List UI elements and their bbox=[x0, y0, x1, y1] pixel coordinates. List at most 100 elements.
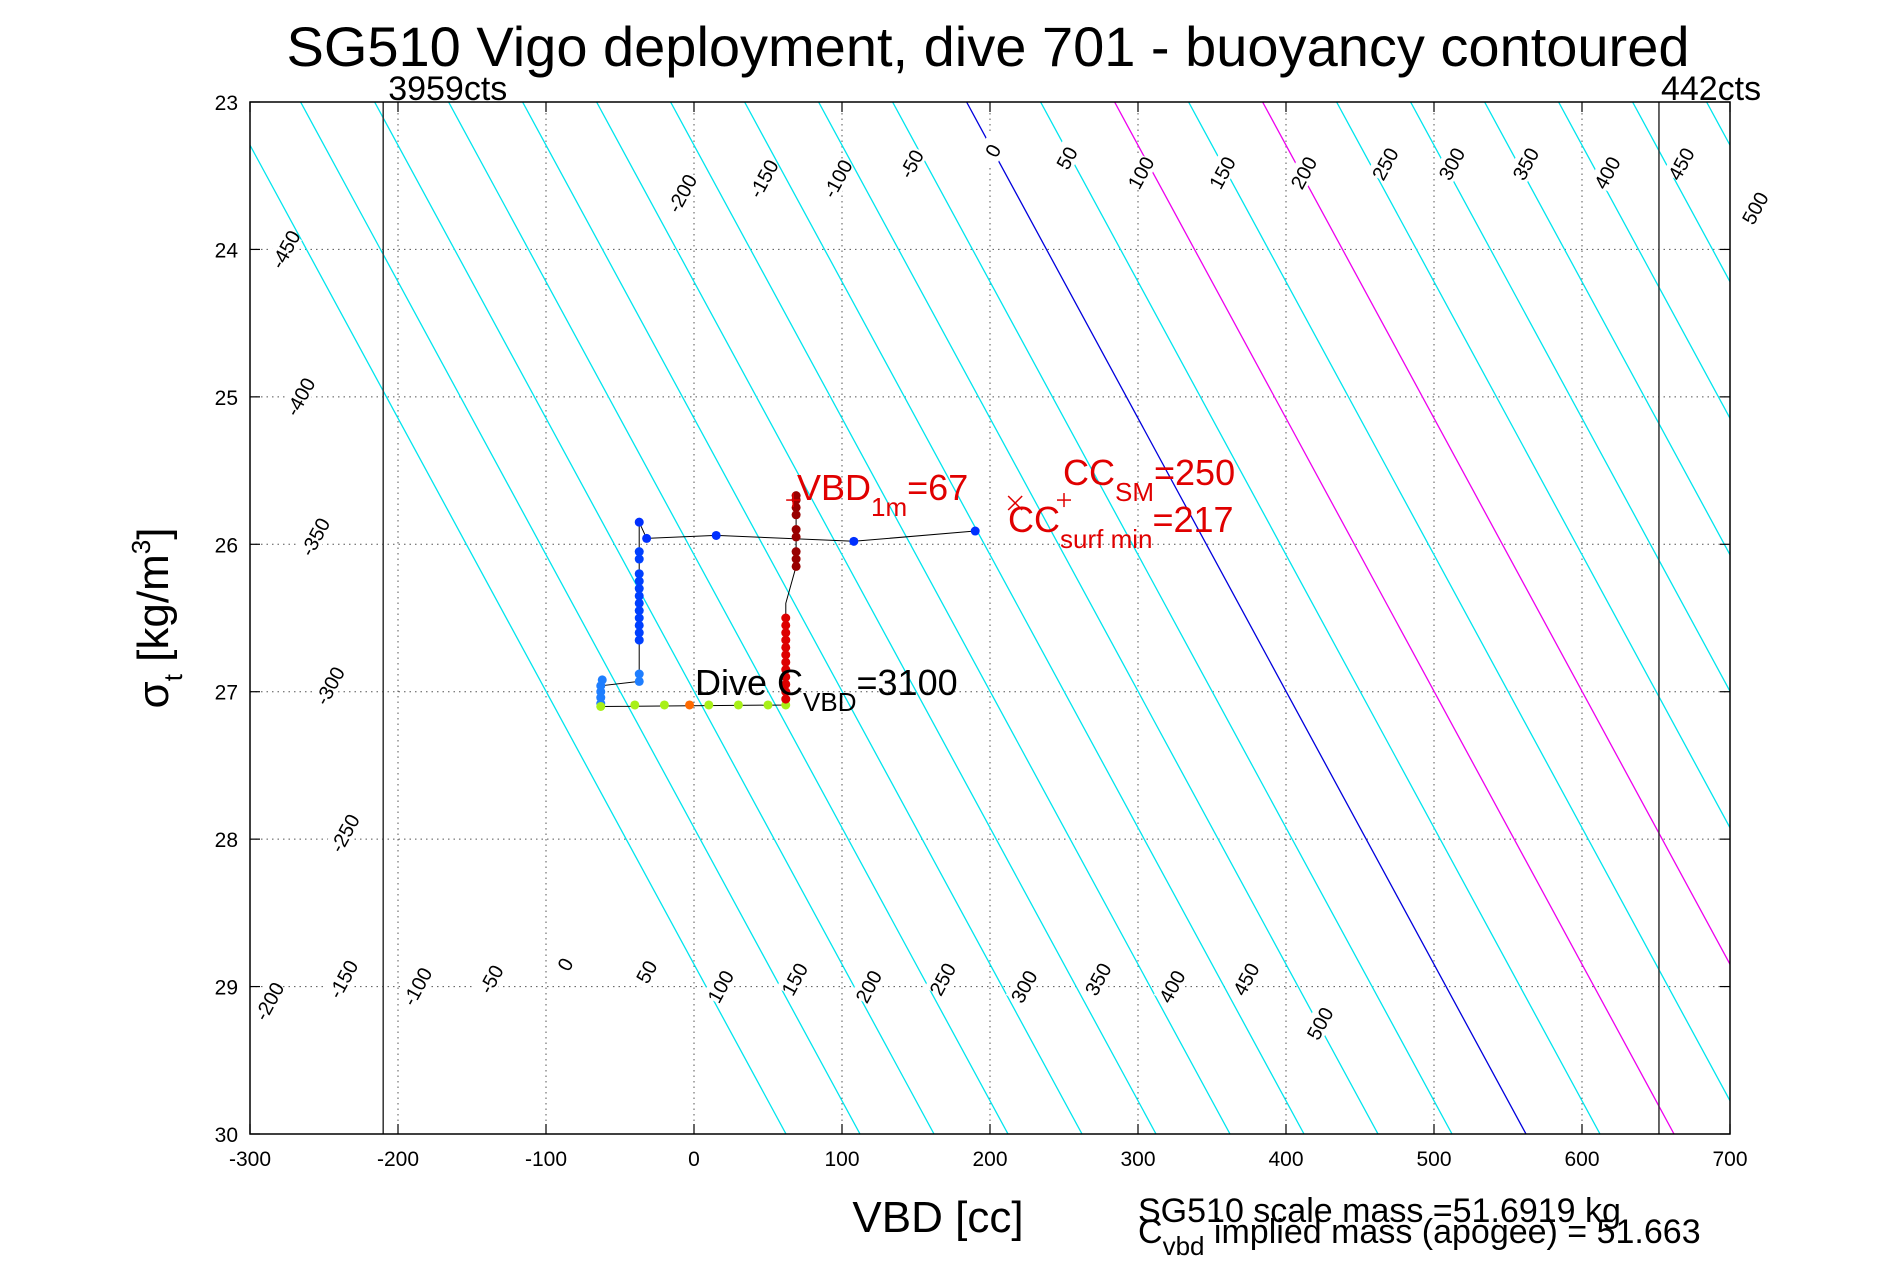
contour-line bbox=[300, 102, 861, 1134]
contour-labels: -450-400-350-300-250-200 -150 -100 -50 0 50 10… bbox=[251, 130, 1774, 1044]
x-tick-label: 200 bbox=[972, 1148, 1007, 1171]
contour-line bbox=[374, 102, 935, 1134]
annotation-cc-surf-min: CCsurf min=217 bbox=[1008, 499, 1234, 554]
annotation-cc-sm: CCSM=250 bbox=[1063, 452, 1235, 507]
contour-label-top-bg bbox=[1588, 152, 1624, 192]
contour-label-bottom-bg bbox=[1227, 959, 1263, 999]
contour-label-top-bg bbox=[1662, 144, 1698, 183]
y-axis-label: σt [kg/m3] bbox=[126, 528, 188, 709]
contour-label-top-bg bbox=[326, 813, 362, 853]
y-tick-label: 27 bbox=[215, 682, 238, 705]
dive-point bbox=[781, 679, 791, 689]
contour-line bbox=[1262, 102, 1730, 966]
dive-point bbox=[781, 657, 791, 667]
contour-line bbox=[892, 102, 1453, 1134]
grid-lines bbox=[250, 102, 1730, 1134]
dive-point bbox=[634, 576, 644, 586]
dive-point bbox=[781, 694, 791, 704]
dive-point bbox=[781, 672, 791, 682]
contour-label-top-bg bbox=[296, 517, 332, 556]
dive-point bbox=[634, 620, 644, 630]
contour-line bbox=[1484, 102, 1730, 557]
contour-label-top-bg bbox=[819, 158, 854, 198]
contour-label-bottom-bg bbox=[473, 959, 508, 999]
contour-line bbox=[744, 102, 1305, 1134]
contour-label-bottom-bg bbox=[850, 966, 886, 1006]
dive-point bbox=[781, 665, 791, 675]
contour-line bbox=[818, 102, 1379, 1134]
dive-point bbox=[704, 700, 714, 710]
contour-label-bottom-bg bbox=[628, 952, 664, 991]
contour-label-top-bg bbox=[974, 130, 1010, 170]
contour-label-top-bg bbox=[1122, 152, 1158, 192]
contour-line bbox=[966, 102, 1527, 1134]
x-tick-label: 0 bbox=[688, 1148, 700, 1171]
y-tick-label: 24 bbox=[215, 239, 239, 262]
contour-line bbox=[1336, 102, 1730, 830]
contour-line bbox=[1114, 102, 1675, 1134]
contour-label-top-bg bbox=[745, 158, 780, 198]
dive-point bbox=[634, 598, 644, 608]
y-tick-label: 23 bbox=[215, 92, 238, 115]
dive-point bbox=[634, 606, 644, 616]
dive-point bbox=[634, 547, 644, 557]
y-tick-label: 30 bbox=[215, 1124, 238, 1147]
implied-mass-text: Cvbd implied mass (apogee) = 51.663 bbox=[1138, 1213, 1701, 1261]
reference-markers bbox=[786, 493, 1071, 511]
x-tick-label: 300 bbox=[1120, 1148, 1155, 1171]
dive-point bbox=[634, 628, 644, 638]
contour-label-top-bg bbox=[1433, 144, 1469, 183]
contour-label-top-bg bbox=[893, 144, 928, 183]
dive-point bbox=[781, 613, 791, 623]
y-tick-label: 25 bbox=[215, 387, 238, 410]
dive-point bbox=[634, 517, 644, 527]
dive-point bbox=[634, 613, 644, 623]
dive-point bbox=[781, 628, 791, 638]
dive-point bbox=[733, 700, 743, 710]
x-tick-label: 600 bbox=[1564, 1148, 1599, 1171]
dive-point bbox=[634, 676, 644, 686]
dive-point bbox=[781, 620, 791, 630]
dive-point bbox=[791, 561, 801, 571]
dive-point bbox=[791, 547, 801, 557]
dive-point bbox=[781, 650, 791, 660]
contour-label-bottom-bg bbox=[399, 966, 434, 1006]
contour-line bbox=[522, 102, 1083, 1134]
y-tick-label: 26 bbox=[215, 534, 238, 557]
dive-point bbox=[634, 554, 644, 564]
dive-point bbox=[634, 635, 644, 645]
dive-point bbox=[781, 642, 791, 652]
dive-point bbox=[791, 525, 801, 535]
contour-label-bottom-bg bbox=[924, 959, 960, 999]
contour-label-top-bg bbox=[267, 229, 302, 269]
dive-point bbox=[791, 510, 801, 520]
contour-line bbox=[448, 102, 1009, 1134]
contour-line bbox=[1632, 102, 1730, 284]
contour-line bbox=[1410, 102, 1730, 693]
contour-label-top-bg bbox=[1204, 152, 1239, 192]
annotation-vbd-1m: VBD1m=67 bbox=[797, 467, 968, 522]
y-tick-label: 28 bbox=[215, 829, 238, 852]
contour-label-bottom-bg bbox=[776, 959, 812, 999]
dive-point bbox=[659, 700, 669, 710]
dive-point bbox=[642, 533, 652, 543]
contour-label-bottom-bg bbox=[1079, 959, 1115, 999]
scale-mass-text: SG510 scale mass =51.6919 kg bbox=[1138, 1192, 1621, 1230]
contour-line bbox=[1558, 102, 1730, 420]
contour-label-bottom-bg bbox=[1005, 966, 1041, 1006]
x-tick-label: -300 bbox=[229, 1148, 271, 1171]
contour-label-top-bg bbox=[282, 377, 317, 416]
dive-point bbox=[849, 536, 859, 546]
contour-label-bottom-bg bbox=[1301, 1003, 1337, 1043]
dive-point bbox=[634, 584, 644, 594]
contour-label-bottom-bg bbox=[702, 966, 738, 1006]
x-tick-label: -100 bbox=[525, 1148, 567, 1171]
contour-label-top-bg bbox=[311, 666, 347, 705]
dive-point bbox=[791, 554, 801, 564]
dive-point bbox=[596, 701, 606, 711]
x-tick-label: 700 bbox=[1712, 1148, 1747, 1171]
contour-line bbox=[1040, 102, 1601, 1134]
chart-title: SG510 Vigo deployment, dive 701 - buoyan… bbox=[286, 15, 1689, 78]
dive-point bbox=[781, 635, 791, 645]
